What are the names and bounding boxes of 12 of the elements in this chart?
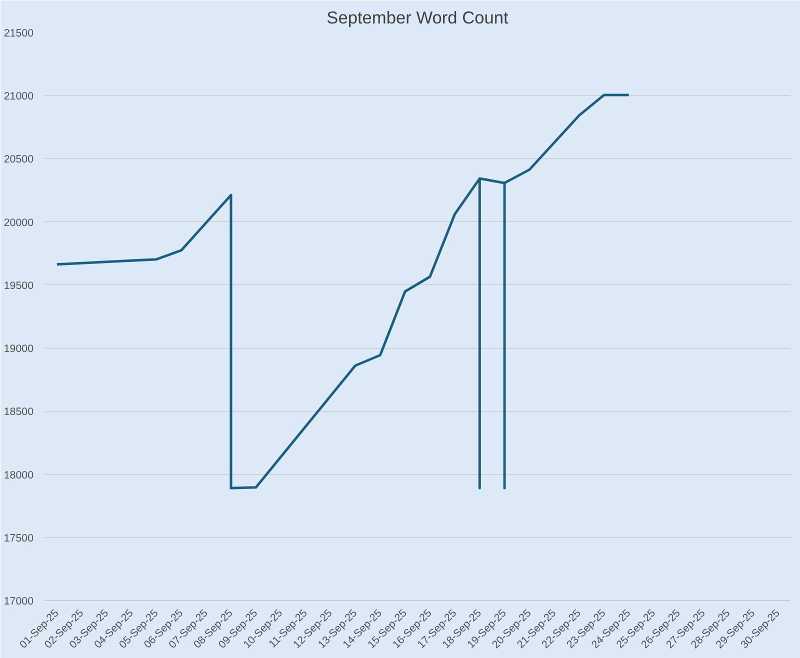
line-series: [56, 94, 630, 490]
y-tick-label: 21000: [4, 90, 34, 103]
y-tick-label: 18000: [4, 469, 34, 482]
y-tick-label: 21500: [4, 28, 34, 40]
y-tick-label: 20500: [4, 154, 34, 166]
y-tick-label: 18500: [4, 406, 34, 418]
y-tick-label: 17000: [4, 596, 34, 608]
chart-title: September Word Count: [326, 8, 509, 28]
y-tick-label: 19000: [4, 343, 34, 356]
y-tick-label: 17500: [4, 532, 34, 544]
y-tick-label: 19500: [4, 280, 34, 292]
y-tick-label: 20000: [4, 216, 34, 229]
